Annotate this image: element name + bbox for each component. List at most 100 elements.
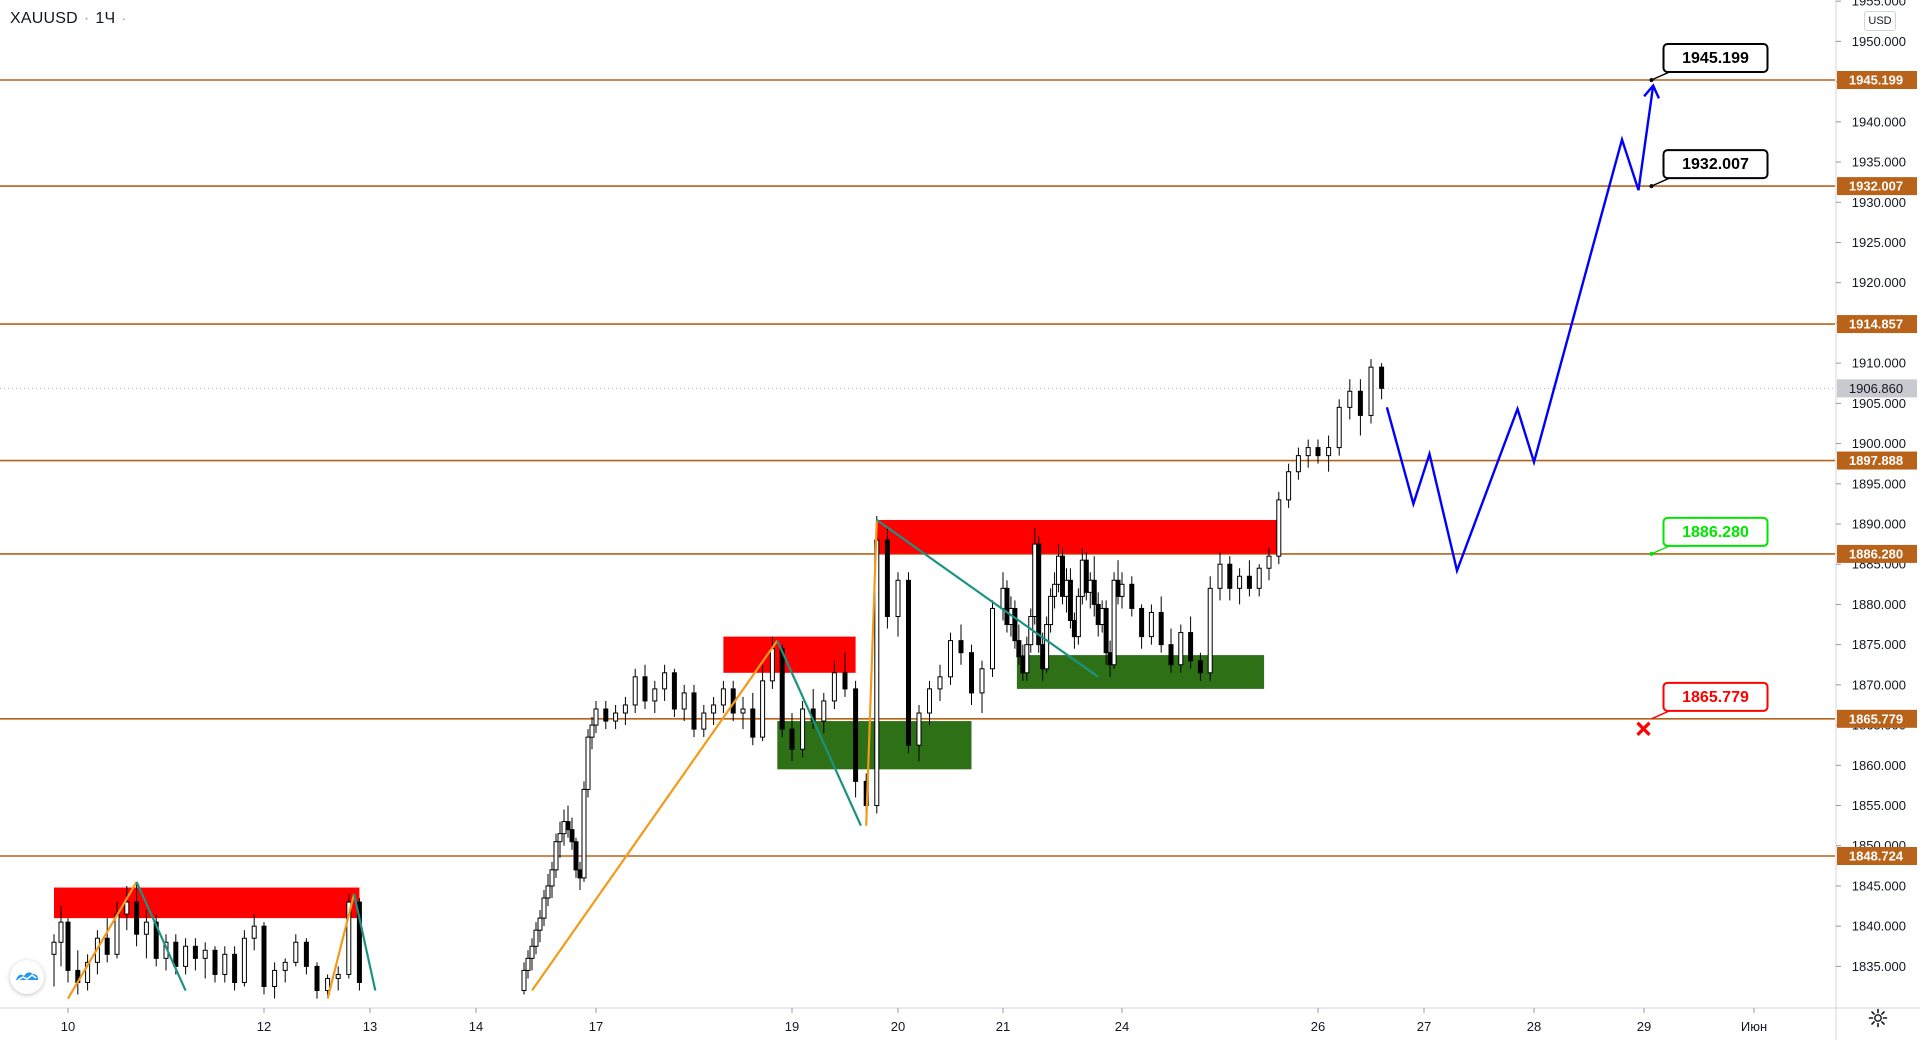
projection-path bbox=[1385, 85, 1655, 575]
candle-body bbox=[1305, 447, 1311, 457]
callout-box bbox=[1662, 43, 1769, 73]
target-label: 1932.007 bbox=[1649, 149, 1769, 189]
candle-body bbox=[212, 949, 218, 975]
candle-body bbox=[1115, 579, 1121, 597]
candlestick bbox=[557, 821, 563, 858]
price-tick-label: 1925.000 bbox=[1852, 235, 1906, 250]
candle-body bbox=[1063, 579, 1069, 597]
candle-body bbox=[613, 712, 619, 722]
candlestick bbox=[1315, 439, 1321, 464]
candle-body bbox=[549, 869, 555, 887]
time-axis[interactable]: 10 12 13 14 17 19 20 21 24 26 27 28 29 Июн bbox=[0, 1007, 1920, 1034]
candlestick bbox=[565, 805, 571, 838]
candle-body bbox=[529, 945, 535, 959]
time-tick-label: 28 bbox=[1527, 1019, 1541, 1034]
candlestick bbox=[293, 934, 299, 967]
currency-badge[interactable]: USD bbox=[1864, 11, 1896, 31]
candlestick bbox=[1178, 624, 1184, 673]
candlestick bbox=[1368, 359, 1374, 424]
candle-body bbox=[1083, 559, 1089, 593]
time-tick-label: 10 bbox=[61, 1019, 75, 1034]
zigzag-up-line bbox=[865, 519, 878, 826]
candle-body bbox=[541, 897, 547, 919]
price-axis[interactable]: 1835.0001840.0001845.0001850.0001855.000… bbox=[1835, 0, 1917, 1040]
candle-body bbox=[1197, 660, 1203, 674]
candlestick bbox=[561, 809, 567, 846]
symbol-title[interactable]: XAUUSD · 1Ч · bbox=[10, 10, 126, 28]
zigzag-up-line bbox=[531, 639, 779, 992]
candle-body bbox=[1032, 543, 1038, 617]
candle-body bbox=[581, 788, 587, 879]
candlestick bbox=[1158, 596, 1164, 653]
candle-body bbox=[557, 833, 563, 843]
target-label: 1886.280 bbox=[1649, 516, 1769, 556]
candle-body bbox=[769, 648, 775, 682]
candlestick bbox=[1227, 556, 1233, 601]
candlestick bbox=[671, 668, 677, 718]
gear-icon[interactable] bbox=[1864, 1004, 1892, 1032]
candlestick bbox=[691, 684, 697, 738]
candle-body bbox=[222, 953, 228, 975]
candlestick bbox=[593, 700, 599, 734]
candle-body bbox=[831, 672, 837, 702]
candlestick bbox=[632, 668, 638, 714]
candle-body bbox=[1129, 583, 1135, 609]
candle-body bbox=[1336, 406, 1342, 449]
candle-body bbox=[906, 579, 911, 746]
candlestick bbox=[1379, 363, 1385, 400]
candle-body bbox=[1368, 366, 1374, 416]
candlestick bbox=[75, 950, 81, 995]
candle-body bbox=[750, 708, 756, 738]
candlestick bbox=[549, 861, 555, 899]
candle-body bbox=[1000, 587, 1006, 609]
price-level-badge bbox=[1837, 847, 1917, 865]
candle-body bbox=[1048, 595, 1054, 626]
candle-body bbox=[1067, 579, 1073, 622]
candlestick bbox=[202, 942, 208, 979]
candlestick bbox=[251, 914, 257, 951]
target-label: 1945.199 bbox=[1649, 43, 1769, 82]
candle-body bbox=[916, 712, 922, 746]
candlestick bbox=[916, 704, 922, 762]
candle-body bbox=[1168, 644, 1174, 666]
candlestick bbox=[1000, 572, 1006, 621]
candle-body bbox=[1286, 471, 1292, 501]
callout-pointer bbox=[1651, 710, 1686, 720]
candle-body bbox=[1256, 567, 1262, 589]
candle-body bbox=[85, 961, 91, 983]
zigzag-down-line bbox=[776, 640, 862, 827]
candlestick bbox=[1336, 399, 1342, 456]
price-tick-label: 1890.000 bbox=[1852, 516, 1906, 531]
time-tick-label: 14 bbox=[469, 1019, 483, 1034]
price-tick-label: 1895.000 bbox=[1852, 476, 1906, 491]
candlestick bbox=[537, 910, 543, 943]
candle-body bbox=[569, 829, 575, 843]
candlestick bbox=[1048, 588, 1054, 633]
candle-body bbox=[948, 640, 953, 678]
candle-body bbox=[545, 885, 551, 899]
candle-body bbox=[577, 869, 583, 879]
candlestick bbox=[241, 930, 247, 987]
price-level-badge bbox=[1837, 709, 1917, 728]
candlestick bbox=[642, 664, 648, 709]
candle-body bbox=[65, 921, 71, 971]
candle-body bbox=[632, 676, 638, 706]
candle-body bbox=[720, 688, 726, 706]
candlestick bbox=[1148, 604, 1154, 645]
candlestick bbox=[831, 660, 837, 709]
candlestick bbox=[1139, 604, 1145, 649]
candlestick bbox=[800, 700, 806, 758]
candlestick bbox=[85, 954, 91, 991]
candlestick bbox=[895, 572, 901, 637]
candlestick bbox=[740, 696, 746, 730]
candlestick bbox=[282, 958, 288, 983]
projection-arrowhead bbox=[1643, 83, 1661, 99]
candlestick bbox=[1024, 636, 1030, 681]
price-level-badge-label: 1945.199 bbox=[1849, 73, 1903, 88]
tradingview-logo-icon[interactable] bbox=[10, 960, 44, 994]
price-level-badge-label: 1932.007 bbox=[1849, 179, 1903, 194]
candle-body bbox=[104, 937, 110, 955]
candle-body bbox=[895, 579, 901, 617]
candle-body bbox=[202, 949, 208, 959]
